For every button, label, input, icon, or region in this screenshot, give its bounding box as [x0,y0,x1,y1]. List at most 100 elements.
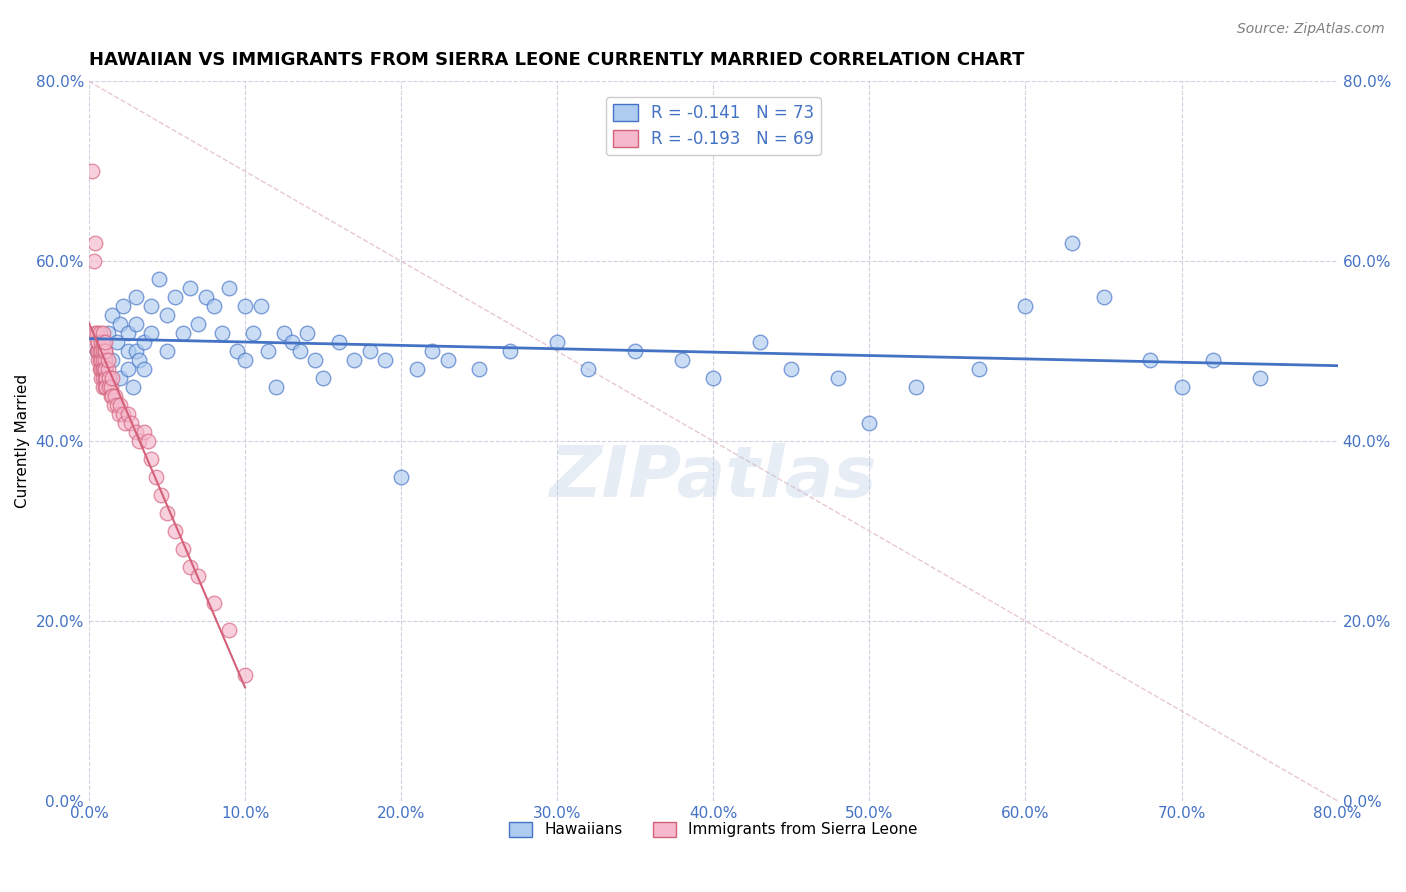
Point [101,389,124,403]
Point [187,569,209,583]
Point [257,344,280,359]
Point [827,371,849,385]
Point [93,362,115,376]
Point [218,281,240,295]
Point [97,326,120,341]
Point [1092,290,1115,304]
Point [179,281,201,295]
Point [437,353,460,368]
Point [187,317,209,331]
Point [179,560,201,574]
Point [91,362,114,376]
Point [112,299,135,313]
Point [90,371,112,385]
Point [89,353,111,368]
Point [195,290,218,304]
Point [117,344,139,359]
Point [249,299,271,313]
Point [114,416,136,430]
Point [1202,353,1225,368]
Point [312,371,335,385]
Point [103,398,125,412]
Point [93,353,115,368]
Point [93,362,115,376]
Point [117,362,139,376]
Point [671,353,693,368]
Point [90,344,112,359]
Point [1062,236,1084,251]
Point [780,362,803,376]
Point [218,623,240,637]
Point [389,470,412,484]
Point [100,389,122,403]
Point [94,371,117,385]
Point [93,380,115,394]
Point [84,326,107,341]
Point [967,362,990,376]
Point [108,317,131,331]
Point [90,353,112,368]
Point [141,452,163,467]
Point [97,353,120,368]
Point [156,506,179,520]
Point [132,335,155,350]
Point [163,524,186,538]
Point [172,542,194,557]
Point [359,344,381,359]
Point [112,407,135,421]
Point [468,362,491,376]
Point [117,407,139,421]
Point [233,668,256,682]
Point [905,380,928,394]
Point [100,380,122,394]
Point [87,344,110,359]
Point [141,326,163,341]
Point [107,407,129,421]
Point [98,371,121,385]
Point [94,380,117,394]
Point [101,308,124,322]
Point [105,335,128,350]
Point [1139,353,1161,368]
Point [499,344,522,359]
Point [87,335,110,350]
Y-axis label: Currently Married: Currently Married [15,374,30,508]
Point [86,344,108,359]
Point [288,344,311,359]
Point [233,353,256,368]
Point [148,272,170,286]
Point [1170,380,1192,394]
Point [202,596,225,610]
Point [145,470,167,484]
Point [1249,371,1271,385]
Point [343,353,366,368]
Point [546,335,568,350]
Point [297,326,319,341]
Point [273,326,295,341]
Point [84,236,107,251]
Point [83,254,105,268]
Point [108,371,131,385]
Point [89,326,111,341]
Point [226,344,249,359]
Point [156,308,179,322]
Point [86,326,108,341]
Point [211,326,233,341]
Point [80,164,103,178]
Point [136,434,159,449]
Point [125,344,148,359]
Point [91,362,114,376]
Point [125,290,148,304]
Point [405,362,427,376]
Point [128,353,150,368]
Point [233,299,256,313]
Point [117,326,139,341]
Point [98,380,121,394]
Point [90,335,112,350]
Point [120,416,142,430]
Point [86,335,108,350]
Point [104,389,127,403]
Point [93,362,115,376]
Point [108,398,131,412]
Point [163,290,186,304]
